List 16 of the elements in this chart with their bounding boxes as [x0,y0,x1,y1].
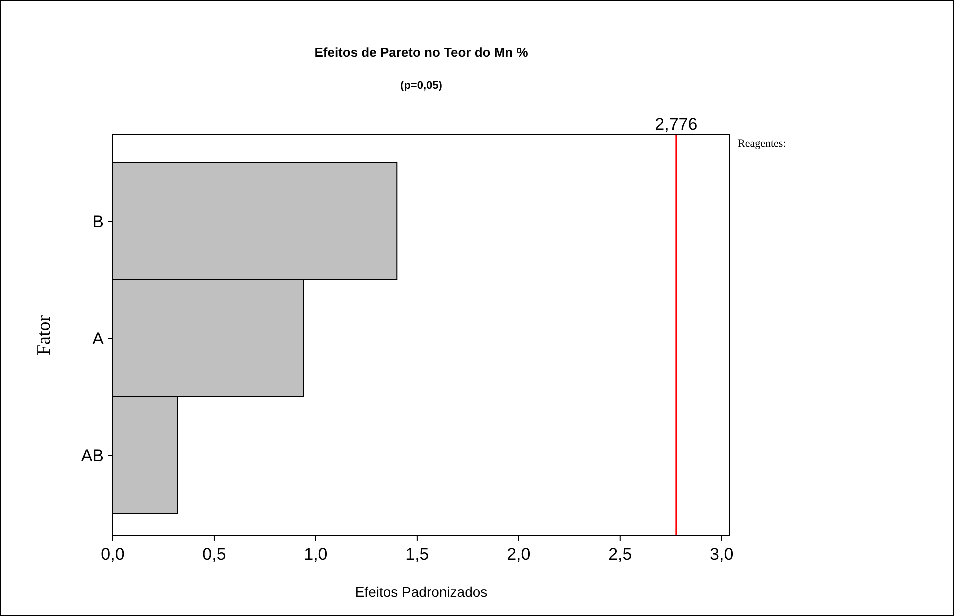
chart-subtitle: (p=0,05) [400,80,443,92]
text: Reagentes: [738,138,786,150]
x-tick-label: 0,0 [101,545,125,564]
x-tick-label: 2,5 [608,545,632,564]
y-tick-label: A [92,330,105,348]
x-tick-label: 1,5 [406,545,430,564]
chart-title: Efeitos de Pareto no Teor do Mn % [314,45,529,60]
y-tick-label: AB [81,446,104,466]
x-tick-label: 2,0 [507,545,531,564]
ref-line-label: 2,776 [655,115,698,134]
y-tick-label: B [92,212,104,232]
y-axis-title: Fator [34,314,55,356]
x-tick-label: 0,5 [202,545,226,564]
x-tick-label: 3,0 [710,545,734,564]
x-axis-title: Efeitos Padronizados [355,584,488,600]
x-tick-label: 1,0 [304,545,328,564]
